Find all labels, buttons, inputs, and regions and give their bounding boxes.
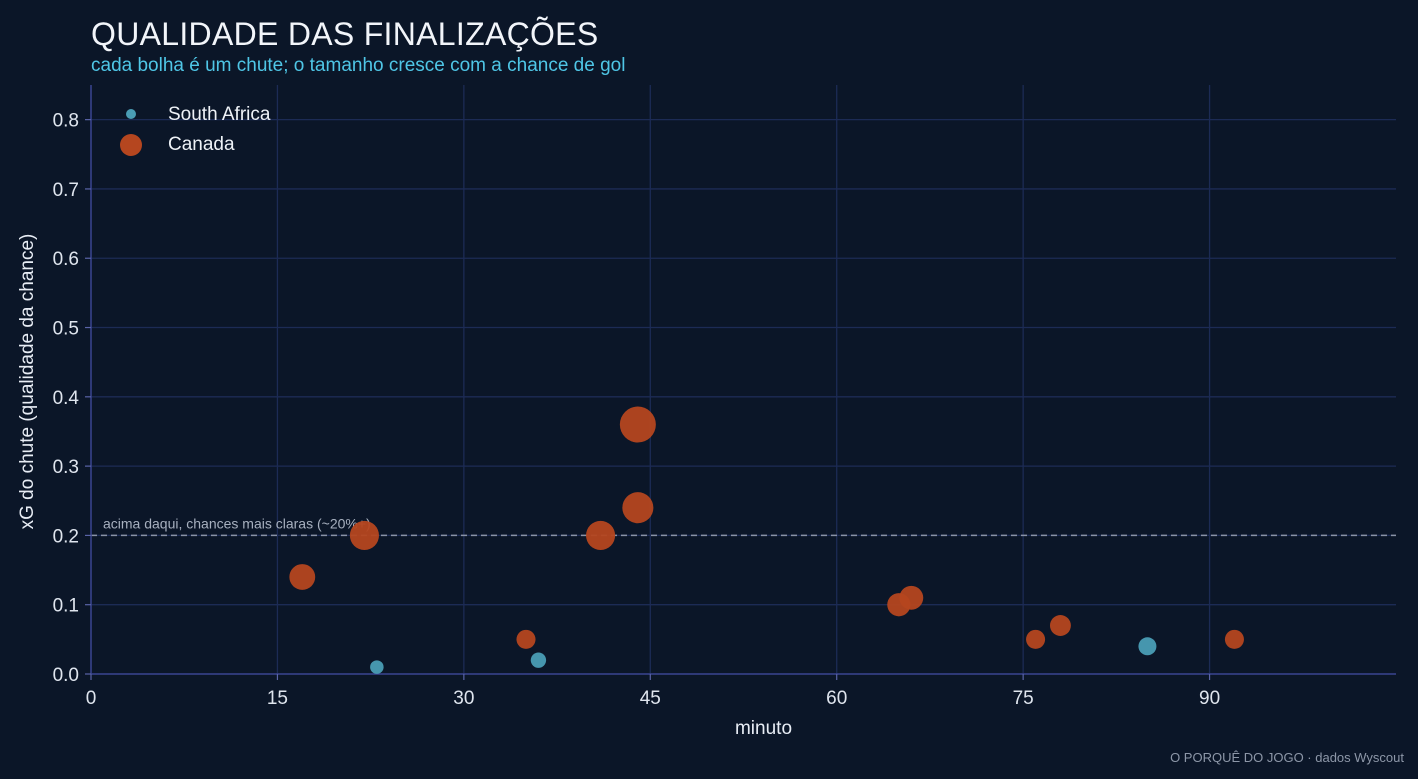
y-tick-label: 0.7 [53, 180, 79, 201]
x-axis-label: minuto [735, 718, 792, 739]
point-canada [516, 629, 536, 649]
y-tick-label: 0.6 [53, 249, 79, 270]
credit-text: O PORQUÊ DO JOGO · dados Wyscout [1170, 750, 1404, 765]
x-tick-label: 15 [267, 688, 288, 709]
y-tick-label: 0.5 [53, 319, 79, 340]
reference-line-label: acima daqui, chances mais claras (~20%+) [103, 515, 371, 531]
x-tick-label: 45 [640, 688, 661, 709]
point-canada [1224, 629, 1244, 649]
legend-marker-south-africa [126, 109, 136, 119]
data-points [289, 406, 1244, 674]
point-canada [1049, 615, 1071, 636]
axes: 0 15 30 45 60 75 90 0.0 0.1 0.2 0.3 0.4 0.5 0.6 0.7 0.8 [53, 85, 1396, 709]
point-canada [622, 492, 654, 524]
x-tick-label: 30 [453, 688, 474, 709]
chart-title: QUALIDADE DAS FINALIZAÇÕES [91, 16, 599, 52]
point-canada [899, 585, 924, 610]
y-tick-label: 0.4 [53, 388, 80, 409]
y-tick-label: 0.8 [53, 111, 79, 132]
reference-line-group: acima daqui, chances mais claras (~20%+) [91, 515, 1396, 537]
y-tick-label: 0.0 [53, 665, 79, 686]
y-axis-label: xG do chute (qualidade da chance) [17, 234, 38, 530]
grid-lines [91, 85, 1396, 674]
point-south-africa [1138, 637, 1157, 656]
point-south-africa [370, 660, 384, 674]
chart-subtitle: cada bolha é um chute; o tamanho cresce … [91, 55, 626, 76]
legend-label-south-africa: South Africa [168, 104, 271, 125]
y-tick-label: 0.2 [53, 526, 79, 547]
y-tick-label: 0.3 [53, 457, 79, 478]
point-canada [586, 520, 616, 550]
x-tick-label: 0 [86, 688, 97, 709]
legend: South Africa Canada [120, 104, 271, 156]
x-tick-label: 90 [1199, 688, 1220, 709]
point-south-africa [530, 652, 547, 668]
legend-label-canada: Canada [168, 134, 235, 155]
point-canada [349, 520, 379, 550]
legend-marker-canada [120, 134, 142, 156]
point-canada [619, 406, 656, 443]
x-tick-label: 60 [826, 688, 847, 709]
point-canada [289, 564, 316, 590]
y-tick-label: 0.1 [53, 596, 79, 617]
point-canada [1026, 629, 1046, 649]
x-tick-label: 75 [1013, 688, 1034, 709]
